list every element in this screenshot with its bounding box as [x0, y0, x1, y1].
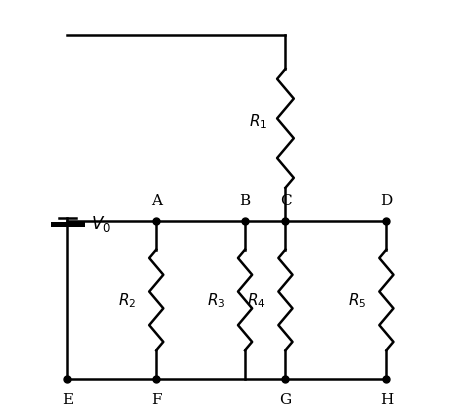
- Text: G: G: [279, 392, 292, 406]
- Text: H: H: [380, 392, 393, 406]
- Text: B: B: [239, 194, 251, 208]
- Text: $R_4$: $R_4$: [247, 291, 266, 310]
- Text: D: D: [380, 194, 392, 208]
- Text: $R_3$: $R_3$: [207, 291, 225, 310]
- Text: $R_2$: $R_2$: [118, 291, 137, 310]
- Text: A: A: [151, 194, 162, 208]
- Text: $R_5$: $R_5$: [348, 291, 366, 310]
- Text: $R_1$: $R_1$: [249, 112, 267, 130]
- Text: E: E: [62, 392, 73, 406]
- Text: C: C: [280, 194, 291, 208]
- Text: F: F: [151, 392, 162, 406]
- Text: $V_0$: $V_0$: [91, 214, 111, 234]
